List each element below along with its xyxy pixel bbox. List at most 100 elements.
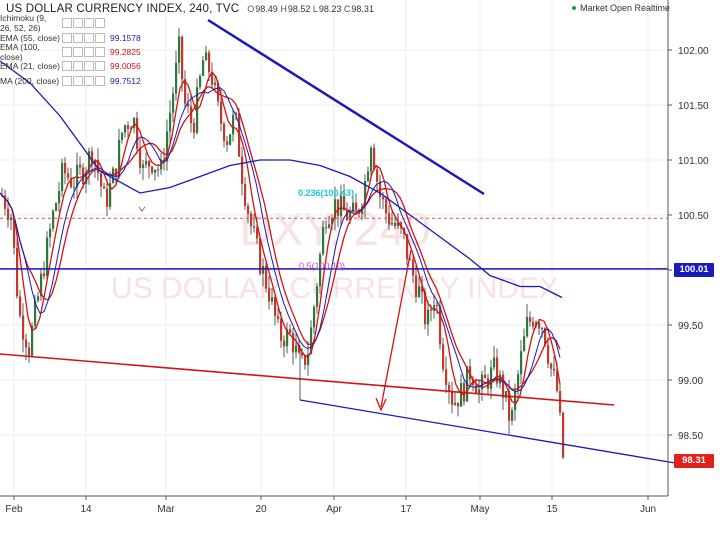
indicator-ema21[interactable]: EMA (21, close) 99.0056 bbox=[0, 59, 141, 73]
eye-icon[interactable] bbox=[62, 47, 72, 57]
y-tick-label: 101.00 bbox=[678, 156, 709, 167]
candle bbox=[106, 179, 109, 217]
candle bbox=[88, 147, 91, 185]
candle-body bbox=[91, 151, 94, 165]
settings-icon[interactable] bbox=[73, 33, 83, 43]
candle bbox=[313, 304, 316, 334]
status-dot-icon bbox=[572, 6, 576, 10]
candle-body bbox=[298, 345, 301, 353]
arrow-head-icon bbox=[375, 397, 387, 412]
settings-icon[interactable] bbox=[73, 18, 83, 28]
candle bbox=[67, 167, 70, 182]
indicator-ma200[interactable]: MA (200, close) 99.7512 bbox=[0, 74, 141, 88]
candle-body bbox=[373, 147, 376, 170]
candle-body bbox=[493, 357, 496, 368]
candle bbox=[178, 28, 181, 74]
candle-body bbox=[415, 275, 418, 298]
more-icon[interactable] bbox=[95, 47, 105, 57]
candle-body bbox=[556, 370, 559, 391]
candle bbox=[145, 152, 148, 168]
symbol-title[interactable]: US DOLLAR CURRENCY INDEX, 240, TVC bbox=[6, 3, 240, 15]
level-price-badge: 100.01 bbox=[674, 263, 714, 277]
candle bbox=[136, 111, 139, 155]
close-icon[interactable] bbox=[84, 61, 94, 71]
candle bbox=[304, 354, 307, 370]
candle-body bbox=[115, 168, 118, 178]
settings-icon[interactable] bbox=[73, 76, 83, 86]
candle-body bbox=[448, 384, 451, 392]
y-tick-label: 100.50 bbox=[678, 211, 709, 222]
candle bbox=[319, 251, 322, 294]
candle bbox=[253, 213, 256, 233]
close-icon[interactable] bbox=[84, 47, 94, 57]
candle-body bbox=[478, 389, 481, 394]
x-tick-label: 15 bbox=[546, 504, 558, 515]
candle-body bbox=[31, 325, 34, 356]
candle-body bbox=[139, 148, 142, 169]
eye-icon[interactable] bbox=[62, 76, 72, 86]
candle-body bbox=[520, 351, 523, 375]
candle-body bbox=[454, 402, 457, 405]
candle-body bbox=[319, 254, 322, 287]
candle-body bbox=[283, 340, 286, 347]
more-icon[interactable] bbox=[95, 33, 105, 43]
candle bbox=[364, 174, 367, 220]
close-icon[interactable] bbox=[84, 76, 94, 86]
candle bbox=[241, 146, 244, 196]
close-icon[interactable] bbox=[84, 18, 94, 28]
candle-body bbox=[34, 300, 37, 326]
candle-body bbox=[367, 171, 370, 182]
eye-icon[interactable] bbox=[62, 61, 72, 71]
indicator-ema55[interactable]: EMA (55, close) 99.1578 bbox=[0, 31, 141, 45]
indicator-ema100[interactable]: EMA (100, close) 99.2825 bbox=[0, 42, 141, 62]
candle bbox=[532, 316, 535, 330]
candle bbox=[508, 380, 511, 434]
candle-body bbox=[19, 296, 22, 316]
settings-icon[interactable] bbox=[73, 47, 83, 57]
candle bbox=[124, 124, 127, 138]
candle-body bbox=[175, 62, 178, 94]
candle-body bbox=[559, 390, 562, 413]
ma200-line bbox=[0, 60, 563, 299]
candle bbox=[553, 356, 556, 376]
candle-body bbox=[256, 227, 259, 239]
candle bbox=[493, 345, 496, 371]
candle-body bbox=[133, 118, 136, 129]
candle-body bbox=[292, 332, 295, 353]
candle bbox=[199, 73, 202, 90]
candle bbox=[175, 50, 178, 101]
candle bbox=[415, 265, 418, 303]
x-tick-label: Apr bbox=[326, 504, 342, 515]
candle-body bbox=[460, 383, 463, 407]
indicator-ichimoku[interactable]: Ichimoku (9, 26, 52, 26) bbox=[0, 13, 106, 33]
candle bbox=[46, 231, 49, 280]
eye-icon[interactable] bbox=[62, 33, 72, 43]
settings-icon[interactable] bbox=[73, 61, 83, 71]
candle bbox=[541, 326, 544, 338]
close-icon[interactable] bbox=[84, 33, 94, 43]
candle-body bbox=[433, 305, 436, 311]
candle bbox=[301, 347, 304, 359]
candle-body bbox=[514, 390, 517, 410]
candle-body bbox=[289, 329, 292, 333]
candle-body bbox=[325, 227, 328, 229]
candle-body bbox=[229, 134, 232, 145]
candle-body bbox=[490, 367, 493, 389]
candle-body bbox=[550, 363, 553, 369]
y-tick-label: 99.50 bbox=[678, 321, 703, 332]
candle bbox=[247, 202, 250, 224]
more-icon[interactable] bbox=[95, 61, 105, 71]
candle-body bbox=[37, 296, 40, 301]
candle-body bbox=[442, 344, 445, 370]
more-icon[interactable] bbox=[95, 18, 105, 28]
candle-body bbox=[145, 160, 148, 165]
indicator-name: EMA (55, close) bbox=[0, 33, 60, 43]
candle bbox=[343, 183, 346, 211]
candle-body bbox=[436, 305, 439, 307]
x-tick-label: 17 bbox=[400, 504, 412, 515]
eye-icon[interactable] bbox=[62, 18, 72, 28]
candle bbox=[478, 379, 481, 404]
more-icon[interactable] bbox=[95, 76, 105, 86]
candle-body bbox=[274, 297, 277, 317]
